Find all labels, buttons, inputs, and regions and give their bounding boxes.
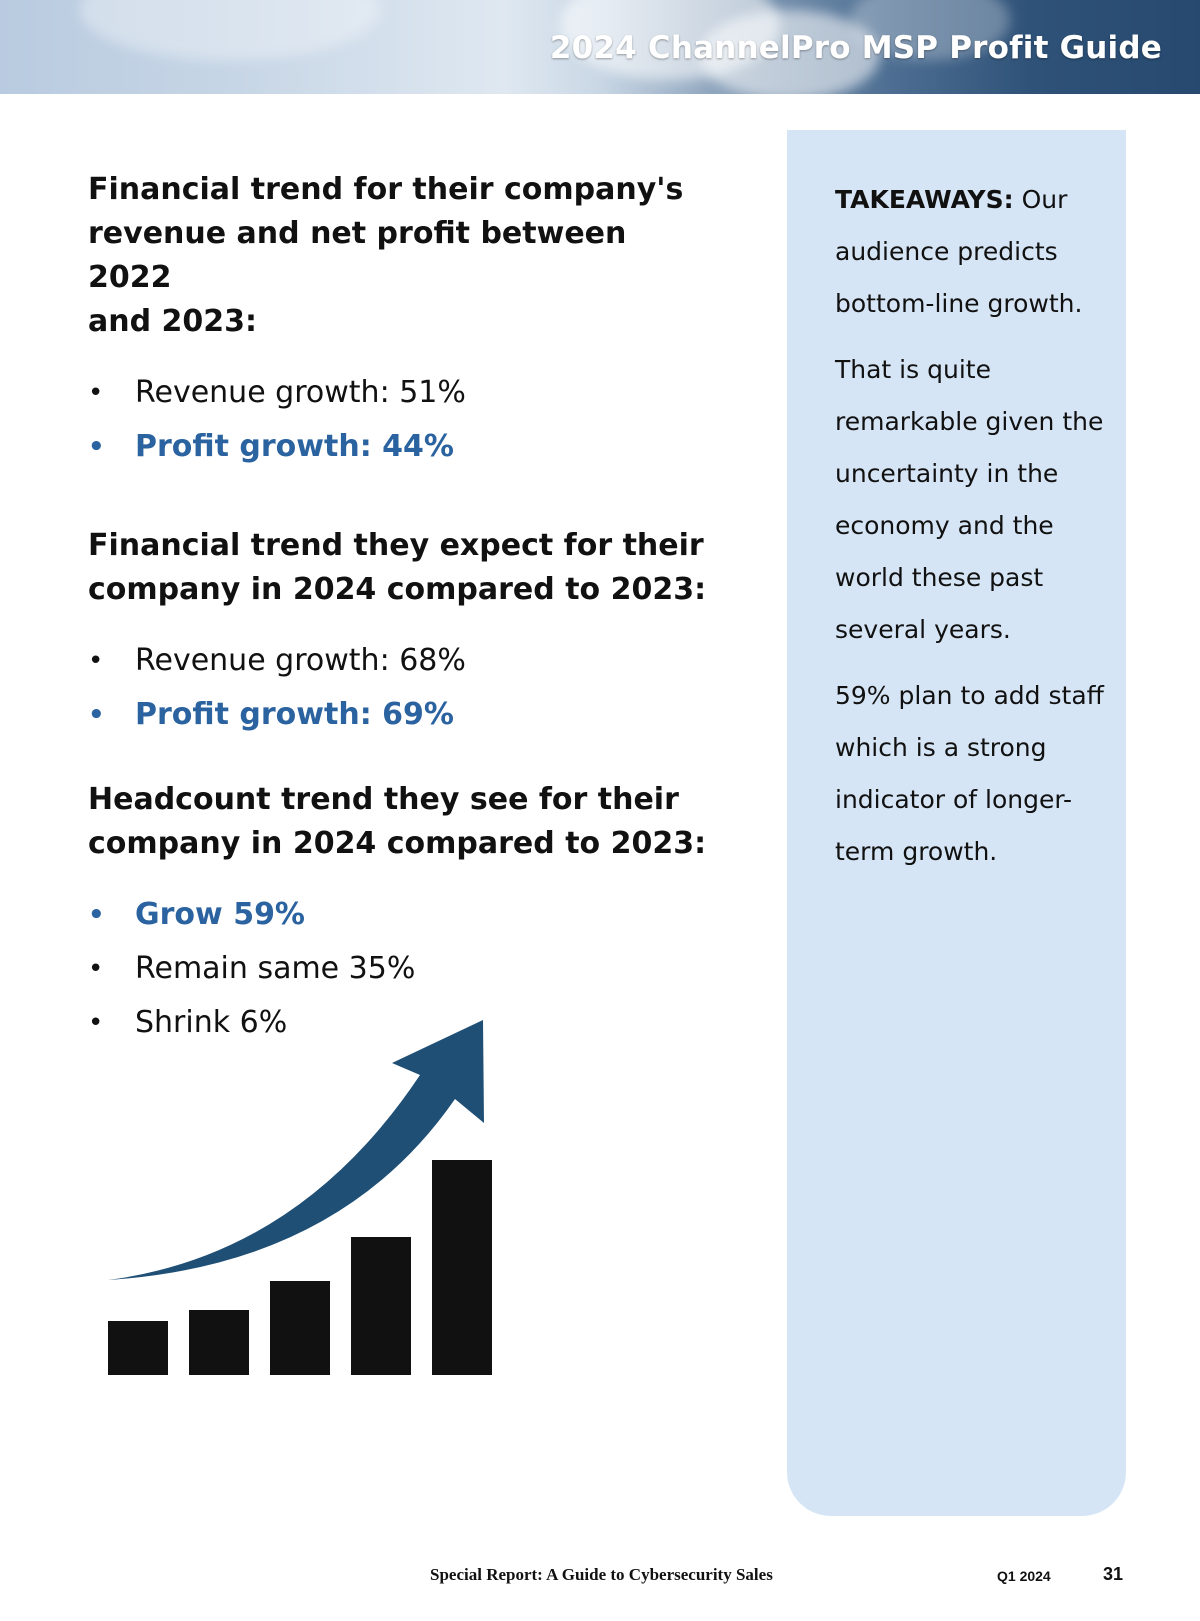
section-heading: Financial trend they expect for their co… (88, 524, 708, 612)
bullet-icon: • (88, 378, 104, 408)
bullet-text: Shrink 6% (135, 1005, 288, 1040)
bullet-item-highlight: • Grow 59% (88, 888, 708, 942)
banner-cloud (700, 10, 880, 94)
section-heading: Headcount trend they see for their compa… (88, 778, 708, 866)
bullet-item: • Remain same 35% (88, 942, 708, 996)
bullet-icon: • (88, 1008, 104, 1038)
bullet-item-highlight: • Profit growth: 44% (88, 420, 708, 474)
heading-line: revenue and net profit between 2022 (88, 216, 627, 295)
growth-bar-3 (270, 1281, 330, 1375)
page-title: 2024 ChannelPro MSP Profit Guide (549, 30, 1162, 66)
bullet-item-highlight: • Profit growth: 69% (88, 688, 708, 742)
findings-column: Financial trend for their company's reve… (88, 168, 708, 1050)
section-expected-2024: Financial trend they expect for their co… (88, 524, 708, 742)
takeaways-paragraph: 59% plan to add staff which is a strong … (835, 681, 1104, 866)
bullet-list: • Revenue growth: 51% • Profit growth: 44% (88, 366, 708, 474)
takeaways-paragraph: That is quite remarkable given the uncer… (835, 355, 1104, 644)
takeaways-label: TAKEAWAYS: (835, 185, 1014, 214)
heading-line: company in 2024 compared to 2023: (88, 572, 707, 607)
growth-bar-1 (108, 1321, 168, 1375)
takeaways-lead: TAKEAWAYS: Our audience predicts bottom-… (835, 174, 1105, 330)
bullet-text: Revenue growth: 51% (135, 375, 466, 410)
growth-arrow-icon (108, 1020, 484, 1280)
heading-line: Headcount trend they see for their (88, 782, 679, 817)
section-revenue-profit-2022-2023: Financial trend for their company's reve… (88, 168, 708, 474)
bullet-icon: • (88, 954, 104, 984)
bullet-list: • Revenue growth: 68% • Profit growth: 69% (88, 634, 708, 742)
heading-line: Financial trend for their company's (88, 172, 684, 207)
heading-line: Financial trend they expect for their (88, 528, 704, 563)
bullet-item: • Revenue growth: 51% (88, 366, 708, 420)
footer-quarter: Q1 2024 (997, 1568, 1051, 1584)
growth-bar-2 (189, 1310, 249, 1375)
takeaways-lead-text: Our audience predicts bottom-line growth… (835, 185, 1083, 318)
bullet-list: • Grow 59% • Remain same 35% • Shrink 6% (88, 888, 708, 1050)
bullet-text: Profit growth: 44% (135, 429, 454, 464)
banner-cloud (80, 0, 380, 60)
bullet-icon: • (88, 900, 105, 930)
bullet-icon: • (88, 700, 105, 730)
bullet-item: • Shrink 6% (88, 996, 708, 1050)
bullet-icon: • (88, 432, 105, 462)
takeaways-text: TAKEAWAYS: Our audience predicts bottom-… (835, 174, 1105, 892)
bullet-item: • Revenue growth: 68% (88, 634, 708, 688)
bullet-text: Profit growth: 69% (135, 697, 454, 732)
takeaways-panel: TAKEAWAYS: Our audience predicts bottom-… (787, 130, 1126, 1516)
bullet-text: Revenue growth: 68% (135, 643, 466, 678)
growth-chart-icon (108, 1020, 492, 1375)
bullet-text: Remain same 35% (135, 951, 416, 986)
growth-bar-5 (432, 1160, 492, 1375)
section-headcount-2024: Headcount trend they see for their compa… (88, 778, 708, 1050)
page-number: 31 (1103, 1564, 1124, 1584)
bullet-icon: • (88, 646, 104, 676)
footer-report-title: Special Report: A Guide to Cybersecurity… (430, 1565, 773, 1584)
bullet-text: Grow 59% (135, 897, 305, 932)
growth-bar-4 (351, 1237, 411, 1375)
section-heading: Financial trend for their company's reve… (88, 168, 708, 344)
heading-line: company in 2024 compared to 2023: (88, 826, 707, 861)
heading-line: and 2023: (88, 304, 258, 339)
header-banner: 2024 ChannelPro MSP Profit Guide (0, 0, 1200, 94)
